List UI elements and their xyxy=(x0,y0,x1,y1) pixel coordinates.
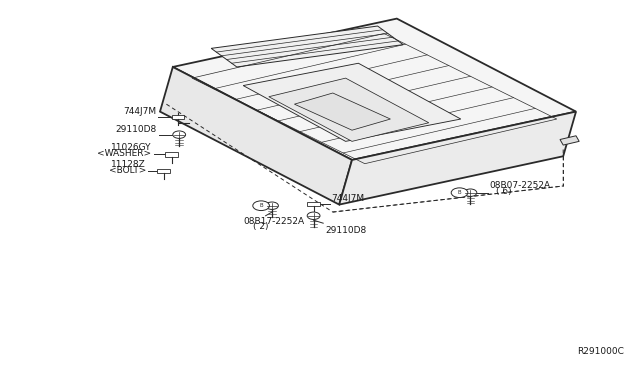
Text: 08B17-2252A: 08B17-2252A xyxy=(243,217,305,225)
Text: 11026GY: 11026GY xyxy=(111,143,151,152)
Polygon shape xyxy=(160,67,352,205)
Text: ( 2): ( 2) xyxy=(253,222,268,231)
Polygon shape xyxy=(294,93,390,130)
Circle shape xyxy=(253,201,269,211)
Text: R291000C: R291000C xyxy=(577,347,624,356)
Polygon shape xyxy=(339,112,576,205)
Text: ( 6): ( 6) xyxy=(496,187,511,196)
Text: 08B07-2252A: 08B07-2252A xyxy=(490,182,551,190)
Polygon shape xyxy=(173,19,576,160)
FancyBboxPatch shape xyxy=(172,115,184,119)
Text: 29110D8: 29110D8 xyxy=(115,125,156,134)
FancyBboxPatch shape xyxy=(165,152,178,157)
Circle shape xyxy=(266,202,278,209)
Text: 744J7M: 744J7M xyxy=(332,194,365,203)
Text: 11128Z: 11128Z xyxy=(111,160,146,169)
Circle shape xyxy=(464,189,477,196)
Polygon shape xyxy=(243,63,461,141)
Text: 29110D8: 29110D8 xyxy=(325,226,366,235)
FancyBboxPatch shape xyxy=(157,169,170,173)
Polygon shape xyxy=(560,136,579,145)
Circle shape xyxy=(307,212,320,219)
Text: <BOLT>: <BOLT> xyxy=(109,166,146,175)
Circle shape xyxy=(451,188,468,198)
Polygon shape xyxy=(269,78,429,141)
Text: B: B xyxy=(458,190,461,195)
FancyBboxPatch shape xyxy=(307,202,320,206)
Text: <WASHER>: <WASHER> xyxy=(97,149,151,158)
Text: 744J7M: 744J7M xyxy=(123,107,156,116)
Text: B: B xyxy=(259,203,263,208)
Polygon shape xyxy=(211,26,403,67)
Circle shape xyxy=(173,131,186,138)
